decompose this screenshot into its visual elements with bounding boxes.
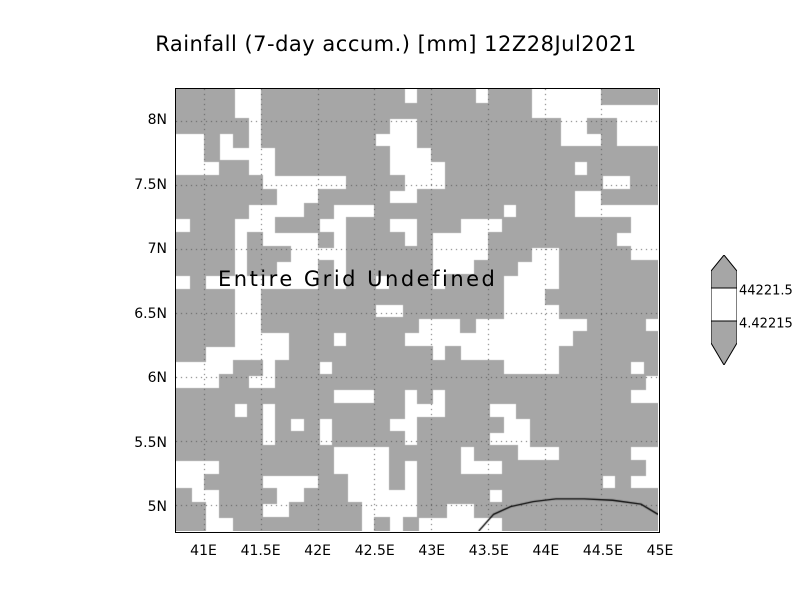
y-tick-label: 8N (147, 112, 167, 129)
y-tick-label: 5.5N (134, 434, 167, 451)
y-tick-label: 7N (147, 241, 167, 258)
y-tick-label: 5N (147, 499, 167, 516)
rainfall-grid-canvas (176, 89, 658, 531)
x-tick-label: 43.5E (468, 543, 509, 559)
colorbar-upper-label: 44221.5 (739, 283, 792, 299)
x-tick-label: 44E (532, 543, 560, 559)
chart-title: Rainfall (7-day accum.) [mm] 12Z28Jul202… (155, 32, 637, 56)
map-plot-area (175, 88, 660, 533)
x-tick-label: 45E (646, 543, 674, 559)
y-tick-label: 6.5N (134, 305, 167, 322)
x-tick-label: 42E (304, 543, 331, 559)
y-tick-label: 6N (147, 370, 167, 387)
colorbar-lower-label: 4.42215 (739, 316, 792, 332)
x-tick-label: 41.5E (240, 543, 281, 559)
x-tick-label: 41E (190, 543, 217, 559)
x-tick-label: 44.5E (582, 543, 623, 559)
x-tick-label: 42.5E (354, 543, 395, 559)
entire-grid-undefined-label: Entire Grid Undefined (218, 267, 498, 291)
y-tick-label: 7.5N (134, 176, 167, 193)
x-tick-label: 43E (418, 543, 446, 559)
colorbar-triangle-icon (711, 255, 737, 365)
